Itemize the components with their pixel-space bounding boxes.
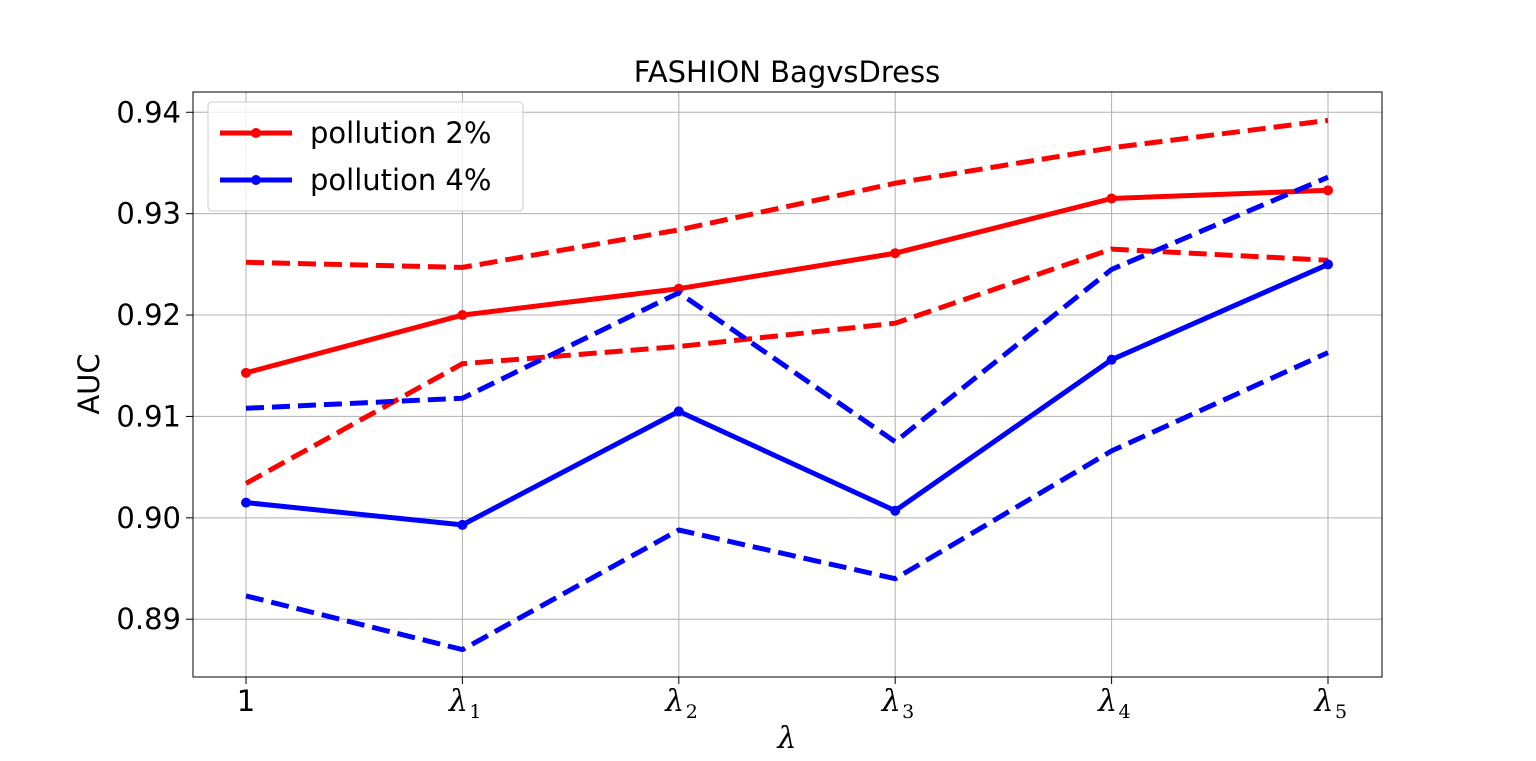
series-4-point	[457, 519, 468, 530]
series-line-3	[244, 246, 1329, 486]
legend-marker	[251, 175, 261, 185]
plot-area-frame	[192, 91, 1383, 678]
series-lines	[241, 117, 1333, 653]
y-axis-ticks: 0.89 0.90 0.91 0.92 0.93 0.94	[116, 95, 193, 636]
series-line-2	[245, 117, 1329, 270]
series-1-point	[890, 248, 901, 259]
y-tick-label: 0.94	[116, 95, 181, 129]
series-4-point	[1323, 259, 1333, 270]
x-tick-subscript: 5	[1335, 701, 1347, 723]
series-1-point	[457, 310, 468, 321]
legend-marker	[251, 128, 261, 138]
series-4-point	[890, 505, 901, 516]
series-4-point	[673, 406, 684, 417]
y-tick-label: 0.92	[116, 298, 181, 332]
x-tick-label: 1	[237, 684, 255, 718]
x-axis-label: λ	[776, 721, 796, 756]
y-tick-label: 0.89	[116, 602, 181, 636]
legend-item: pollution 2%	[220, 116, 491, 150]
y-tick-label: 0.90	[116, 501, 181, 535]
series-4-point	[241, 497, 251, 508]
series-1-point	[241, 367, 251, 378]
series-4-point	[1106, 354, 1117, 365]
x-tick-base: λ	[664, 684, 684, 719]
legend-label: pollution 4%	[310, 163, 491, 197]
series-1-point	[1106, 193, 1117, 204]
legend-box	[207, 101, 524, 212]
x-tick-base: λ	[881, 684, 901, 719]
x-tick-base: λ	[1097, 684, 1117, 719]
series-1-point	[1323, 185, 1333, 196]
x-tick-base: λ	[1313, 684, 1333, 719]
legend: pollution 2% pollution 4%	[207, 101, 524, 212]
y-axis-label: AUC	[72, 353, 106, 414]
series-line-6	[245, 350, 1330, 653]
y-tick-label: 0.93	[116, 197, 181, 231]
series-line-5	[245, 174, 1329, 445]
series-line-1	[245, 187, 1329, 376]
y-tick-label: 0.91	[116, 399, 181, 433]
chart-title: FASHION BagvsDress	[634, 55, 940, 89]
x-tick-subscript: 2	[686, 701, 698, 723]
legend-item: pollution 4%	[220, 163, 491, 197]
x-tick-subscript: 4	[1119, 701, 1131, 723]
x-tick-base: λ	[448, 684, 468, 719]
x-tick-subscript: 3	[902, 701, 914, 723]
series-line-4	[245, 262, 1330, 528]
legend-label: pollution 2%	[310, 116, 491, 150]
x-tick-subscript: 1	[469, 701, 481, 723]
